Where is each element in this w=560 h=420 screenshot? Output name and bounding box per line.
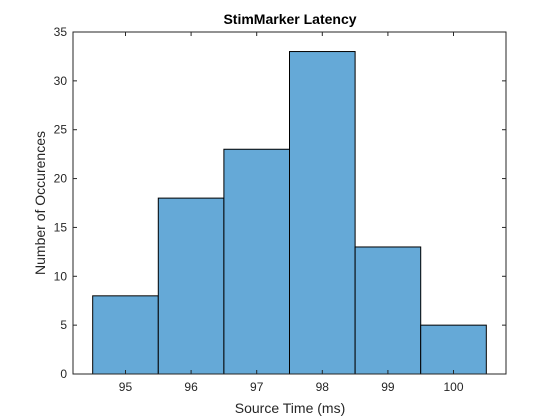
x-tick-label: 95 [119, 380, 133, 394]
chart-title: StimMarker Latency [223, 11, 356, 27]
y-tick-label: 15 [54, 220, 68, 234]
y-tick-label: 10 [54, 269, 68, 283]
y-tick-label: 5 [60, 318, 67, 332]
histogram-bar [157, 197, 225, 375]
y-tick-label: 30 [54, 74, 68, 88]
y-tick-label: 20 [54, 172, 68, 186]
x-tick-label: 98 [316, 380, 330, 394]
y-axis-ticks: 0 5 10 15 20 25 30 35 [54, 25, 506, 381]
x-tick-label: 97 [250, 380, 264, 394]
y-axis-label: Number of Occurences [32, 131, 48, 275]
x-tick-label: 96 [184, 380, 198, 394]
histogram-bar [420, 324, 487, 375]
histogram-bar [223, 148, 290, 375]
axes-box [72, 31, 507, 375]
bars-group [92, 51, 487, 375]
y-tick-label: 25 [54, 123, 68, 137]
histogram-bar [92, 295, 159, 375]
y-tick-label: 0 [60, 367, 67, 381]
y-tick-label: 35 [54, 25, 68, 39]
histogram-bar [289, 51, 356, 375]
x-tick-label: 100 [443, 380, 463, 394]
x-tick-label: 99 [381, 380, 395, 394]
x-axis-ticks: 95 96 97 98 99 100 [119, 32, 464, 394]
x-axis-label: Source Time (ms) [235, 400, 345, 416]
histogram-bar [354, 246, 422, 375]
